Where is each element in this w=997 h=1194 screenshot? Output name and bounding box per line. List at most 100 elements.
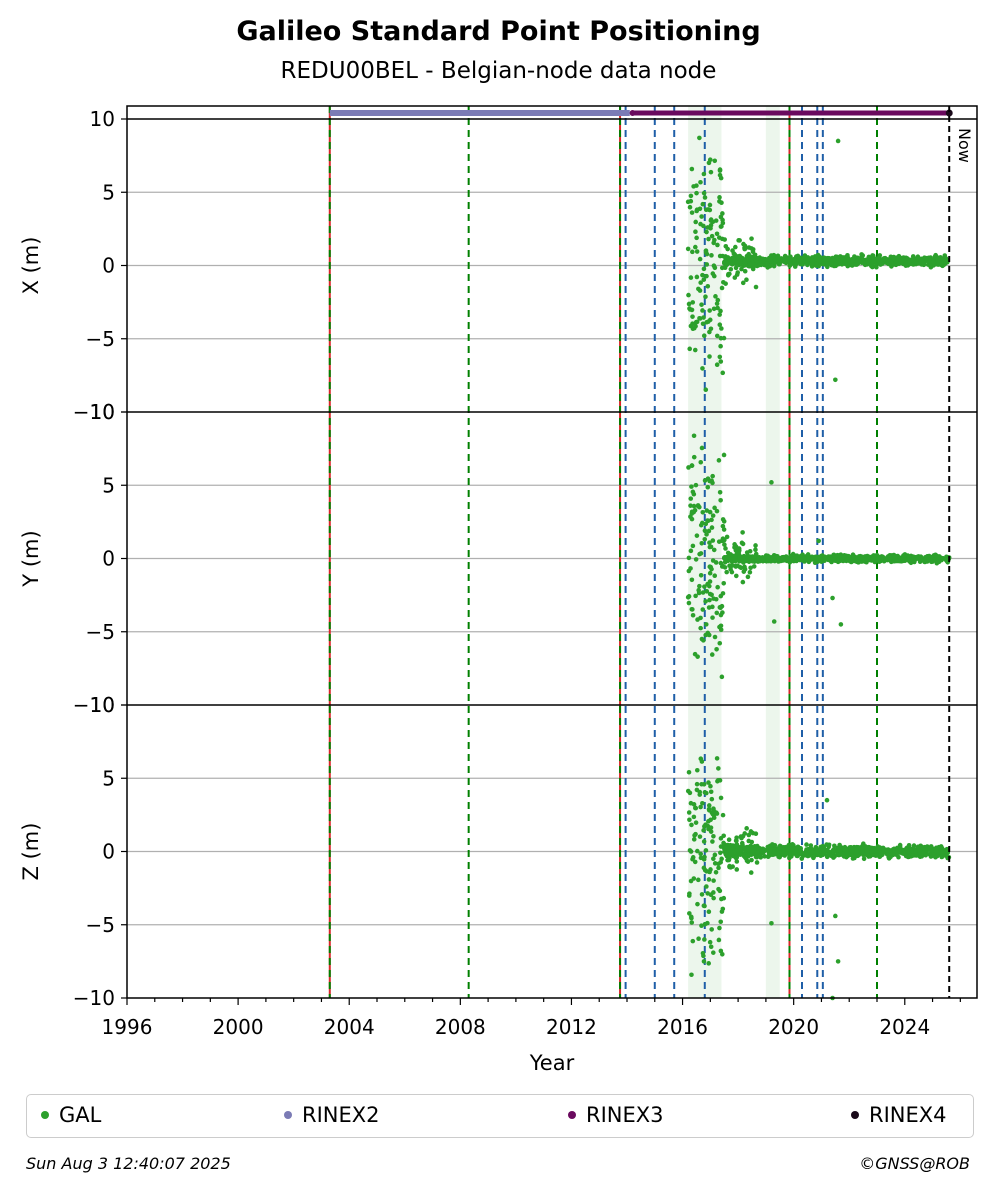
gal-point — [685, 246, 691, 252]
gal-point — [927, 263, 933, 268]
gal-point — [718, 214, 724, 220]
gal-point — [706, 528, 712, 534]
gal-point — [698, 851, 704, 857]
gal-point — [690, 938, 696, 944]
gal-point — [798, 258, 803, 263]
gal-point — [747, 852, 752, 857]
x-tick-label: 2012 — [546, 1015, 597, 1039]
gal-point — [796, 254, 801, 260]
gal-point — [742, 854, 748, 860]
gal-point — [715, 297, 721, 303]
gal-point — [711, 306, 717, 312]
gal-point — [702, 937, 707, 942]
gal-point — [686, 769, 692, 775]
gal-outlier — [833, 377, 838, 383]
gal-point — [772, 257, 778, 263]
gal-point — [845, 556, 850, 562]
gal-point — [694, 235, 699, 241]
legend-label-rinex4: RINEX4 — [869, 1103, 947, 1127]
gal-point — [771, 850, 777, 856]
gal-point — [766, 256, 772, 262]
gal-point — [686, 600, 692, 606]
gal-point — [689, 307, 695, 313]
gal-point — [700, 201, 706, 207]
gal-point — [712, 861, 718, 866]
gal-point — [711, 895, 716, 901]
gal-point — [703, 822, 708, 828]
gal-point — [694, 767, 700, 773]
gal-point — [871, 558, 877, 563]
gal-point — [719, 951, 725, 957]
gal-point — [864, 556, 869, 562]
gal-point — [837, 844, 843, 849]
gal-point — [708, 944, 714, 950]
gal-point — [711, 806, 716, 811]
gal-point — [688, 878, 694, 884]
gal-point — [909, 848, 914, 853]
gal-point — [717, 354, 723, 360]
gal-point — [714, 756, 720, 761]
gal-point — [775, 254, 781, 260]
y-tick-label: −10 — [73, 400, 115, 424]
gal-point — [777, 843, 783, 849]
gal-point — [690, 300, 696, 305]
gal-point — [728, 842, 733, 848]
gal-point — [728, 266, 734, 272]
gal-point — [718, 850, 723, 856]
gal-point — [707, 564, 713, 570]
gal-point — [686, 893, 692, 898]
gal-point — [850, 856, 856, 861]
gal-point — [717, 624, 722, 630]
gal-point — [830, 257, 836, 263]
gal-point — [854, 262, 859, 267]
gal-point — [711, 815, 717, 821]
y-tick-label: −10 — [73, 986, 115, 1010]
gal-point — [703, 848, 709, 853]
gal-point — [781, 847, 786, 852]
gal-point — [718, 224, 724, 229]
gal-point — [713, 218, 719, 223]
gal-point — [875, 556, 881, 561]
gal-point — [918, 256, 924, 262]
gal-point — [733, 838, 739, 844]
y-tick-label: 10 — [90, 107, 115, 131]
gal-point — [733, 573, 739, 579]
y-tick-label: −5 — [86, 620, 115, 644]
gal-point — [943, 557, 949, 562]
gal-point — [804, 842, 809, 847]
y-tick-label: 10 — [90, 400, 115, 424]
gal-point — [723, 244, 729, 249]
footer-credit: ©GNSS@ROB — [859, 1154, 970, 1173]
gal-point — [703, 248, 709, 253]
gal-point — [707, 544, 713, 550]
gal-point — [704, 262, 710, 267]
gal-point — [710, 513, 716, 518]
gal-point — [708, 222, 714, 228]
gal-point — [701, 277, 707, 282]
gal-point — [840, 255, 846, 260]
gal-point — [782, 258, 788, 264]
gal-point — [718, 308, 723, 314]
gal-point — [706, 780, 711, 785]
shaded-range-1 — [765, 106, 780, 998]
gal-point — [833, 553, 838, 559]
gal-point — [707, 570, 713, 576]
gal-point — [699, 923, 704, 928]
gal-point — [794, 261, 799, 267]
gal-point — [861, 856, 867, 862]
x-tick-label: 2024 — [879, 1015, 930, 1039]
gal-point — [689, 484, 694, 489]
gal-point — [749, 857, 754, 863]
gal-outlier — [771, 619, 777, 624]
gal-point — [748, 870, 754, 875]
gal-point — [766, 853, 772, 859]
gal-point — [707, 509, 713, 515]
gal-point — [815, 852, 821, 858]
gal-point — [869, 846, 875, 852]
gal-point — [748, 843, 753, 849]
gal-point — [783, 254, 789, 260]
gal-point — [711, 833, 716, 839]
gal-point — [708, 218, 714, 223]
gal-point — [706, 826, 711, 832]
gal-point — [799, 856, 805, 861]
